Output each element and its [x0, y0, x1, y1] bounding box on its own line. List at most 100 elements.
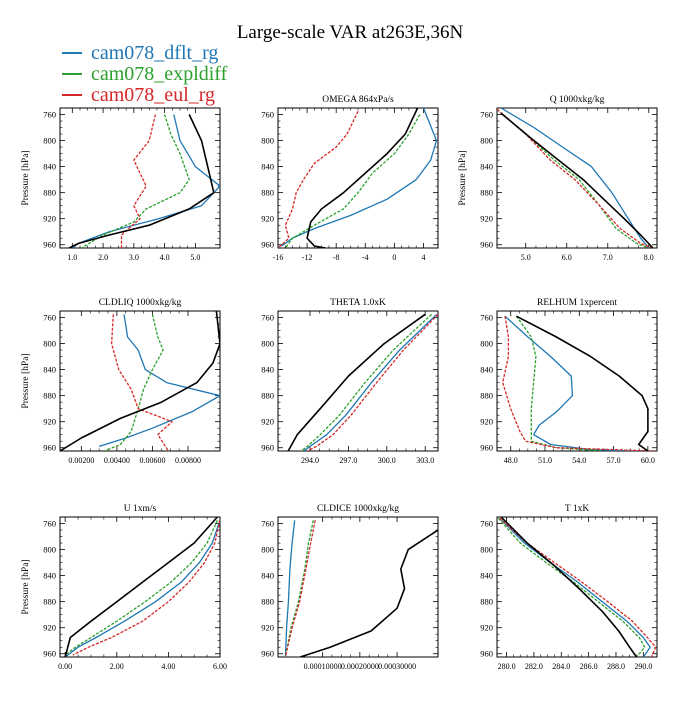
panel-3: Q 1000xkg/kg 760 800 840 880 920 960 5.0 6.0 7.0 8…	[458, 95, 658, 262]
series-group	[287, 313, 438, 451]
panel-title: T 1xK	[565, 504, 590, 514]
x-tick-label: 6.0	[562, 253, 572, 262]
y-tick-label: 840	[43, 571, 56, 581]
legend-label: cam078_eul_rg	[91, 84, 215, 106]
y-tick-label: 760	[43, 519, 56, 529]
y-tick-label: 920	[480, 214, 493, 224]
y-tick-label: 960	[261, 649, 274, 659]
y-axis-label: Pressure [hPa]	[458, 150, 468, 205]
panel-1: 760 800 840 880 920 960 1.0 2.0 3.0 4.0 5.0 Pressur…	[21, 107, 221, 262]
y-tick-label: 840	[261, 365, 274, 375]
y-tick-label: 880	[480, 188, 493, 198]
x-tick-label: 54.0	[572, 456, 586, 465]
y-tick-label: 960	[480, 649, 493, 659]
series-line-3	[110, 314, 173, 451]
y-tick-label: 760	[480, 313, 493, 323]
panel-6: RELHUM 1xpercent 760 800 840 880 920 960 48.0 51…	[480, 298, 658, 465]
x-tick-label: 303.0	[416, 456, 434, 465]
x-tick-label: 4.00	[161, 662, 175, 671]
series-line-4	[300, 529, 438, 657]
y-tick-label: 800	[480, 339, 493, 349]
y-tick-label: 840	[43, 162, 56, 172]
series-line-3	[502, 316, 654, 451]
panel-4: CLDLIQ 1000xkg/kg 760 800 840 880 920 960 0.002…	[21, 298, 221, 465]
x-tick-label: 284.0	[552, 662, 570, 671]
y-tick-label: 960	[43, 443, 56, 453]
series-line-4	[60, 311, 220, 451]
x-tick-label: 5.0	[190, 253, 200, 262]
y-tick-label: 760	[480, 519, 493, 529]
series-line-4	[516, 315, 649, 451]
y-tick-label: 920	[43, 214, 56, 224]
panel-title: Q 1000xkg/kg	[550, 95, 605, 105]
x-tick-label: 4.0	[160, 253, 170, 262]
series-line-2	[284, 520, 314, 657]
series-group	[64, 517, 220, 657]
y-tick-label: 960	[480, 443, 493, 453]
y-axis-label: Pressure [hPa]	[21, 353, 31, 408]
series-line-3	[120, 114, 157, 248]
x-tick-label: -8	[333, 253, 340, 262]
series-line-4	[68, 114, 215, 248]
series-group	[68, 114, 220, 248]
x-tick-label: 2.0	[98, 253, 108, 262]
series-line-3	[284, 520, 316, 657]
y-tick-label: 920	[43, 417, 56, 427]
y-axis-label: Pressure [hPa]	[21, 150, 31, 205]
y-tick-label: 800	[480, 545, 493, 555]
x-tick-label: 300.0	[378, 456, 396, 465]
x-tick-label: 286.0	[580, 662, 598, 671]
y-tick-label: 880	[261, 188, 274, 198]
series-line-1	[98, 314, 220, 448]
y-tick-label: 920	[480, 417, 493, 427]
y-tick-label: 840	[43, 365, 56, 375]
x-tick-label: -12	[302, 253, 313, 262]
series-line-3	[307, 313, 438, 451]
plot-frame	[59, 107, 221, 249]
y-tick-label: 960	[43, 649, 56, 659]
series-line-4	[287, 313, 426, 451]
x-tick-label: 0.00400	[104, 456, 130, 465]
series-line-4	[500, 112, 654, 248]
y-tick-label: 800	[261, 136, 274, 146]
x-tick-label: 6.00	[213, 662, 227, 671]
series-group	[60, 311, 220, 451]
x-tick-label: -16	[273, 253, 284, 262]
series-line-1	[504, 315, 637, 451]
series-line-3	[72, 520, 220, 656]
x-tick-label: 0	[392, 253, 396, 262]
y-tick-label: 760	[261, 110, 274, 120]
y-tick-label: 920	[261, 623, 274, 633]
figure-title: Large-scale VAR at263E,36N	[237, 22, 464, 43]
series-group	[497, 108, 654, 248]
y-tick-label: 840	[480, 162, 493, 172]
x-tick-label: 48.0	[504, 456, 518, 465]
plot-frame	[277, 107, 439, 249]
panel-9: T 1xK 760 800 840 880 920 960 280.0 282.0 284.0 28…	[480, 504, 658, 671]
series-line-2	[497, 517, 646, 657]
y-tick-label: 840	[480, 365, 493, 375]
series-line-3	[499, 517, 657, 657]
series-line-2	[64, 520, 218, 656]
y-tick-label: 760	[43, 110, 56, 120]
x-tick-label: 5.0	[521, 253, 531, 262]
y-tick-label: 800	[43, 339, 56, 349]
y-tick-label: 880	[261, 597, 274, 607]
series-line-4	[500, 517, 638, 657]
plot-frame	[496, 516, 658, 658]
series-line-2	[284, 114, 421, 248]
series-line-2	[497, 108, 650, 248]
y-tick-label: 960	[261, 240, 274, 250]
x-tick-label: 294.0	[301, 456, 319, 465]
series-line-2	[81, 114, 190, 248]
series-line-2	[515, 315, 603, 451]
legend: cam078_dflt_rgcam078_expldiffcam078_eul_…	[62, 42, 228, 106]
y-tick-label: 800	[261, 339, 274, 349]
series-line-1	[499, 517, 651, 657]
x-tick-label: 3.0	[129, 253, 139, 262]
y-tick-label: 920	[261, 214, 274, 224]
plot-frame	[59, 516, 221, 658]
panel-title: CLDLIQ 1000xkg/kg	[99, 298, 182, 308]
